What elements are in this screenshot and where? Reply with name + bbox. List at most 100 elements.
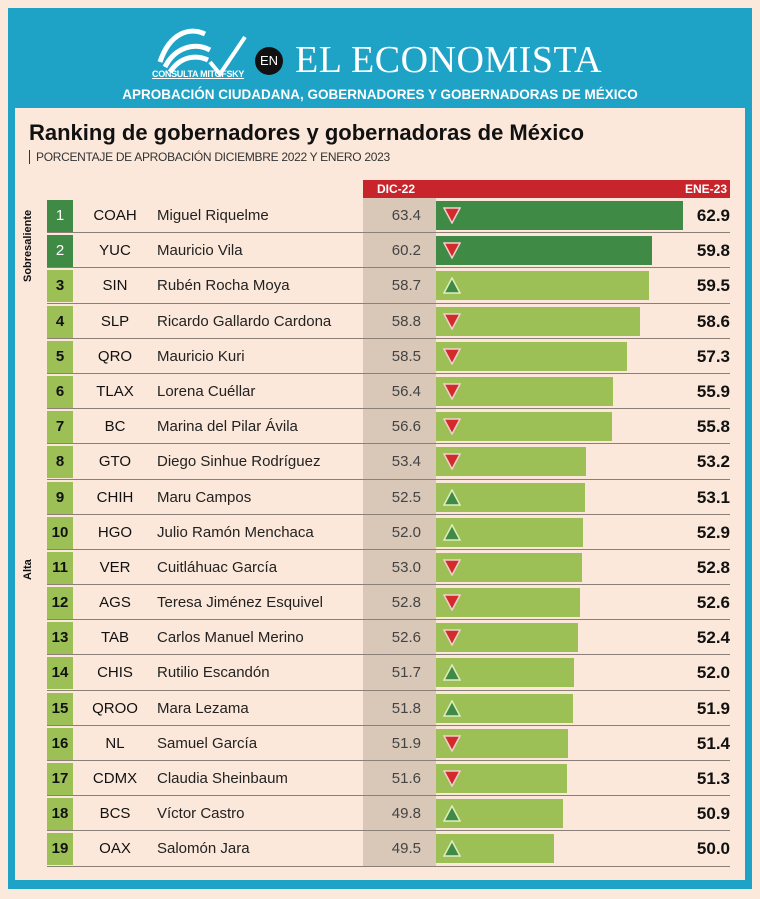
ene-bar bbox=[436, 799, 563, 829]
trend-down-icon bbox=[443, 242, 461, 260]
ene-value: 53.1 bbox=[696, 487, 730, 507]
governor-name: Carlos Manuel Merino bbox=[157, 629, 304, 647]
table-row: 5 QRO Mauricio Kuri 58.5 57.3 bbox=[47, 339, 730, 374]
banner-subtitle: APROBACIÓN CIUDADANA, GOBERNADORES Y GOB… bbox=[122, 87, 638, 102]
ene-value: 52.4 bbox=[696, 628, 730, 648]
table-row: 16 NL Samuel García 51.9 51.4 bbox=[47, 726, 730, 761]
ene-bar bbox=[436, 412, 612, 442]
table-row: 11 VER Cuitláhuac García 53.0 52.8 bbox=[47, 550, 730, 586]
rank: 4 bbox=[47, 305, 73, 338]
ene-value: 52.8 bbox=[696, 557, 730, 577]
state: SLP bbox=[100, 312, 130, 330]
rank: 14 bbox=[47, 657, 73, 690]
rank: 15 bbox=[47, 692, 73, 725]
ene-value: 51.3 bbox=[696, 769, 730, 788]
ene-bar bbox=[436, 447, 586, 477]
rank: 9 bbox=[47, 481, 73, 514]
trend-up-icon bbox=[443, 523, 461, 541]
rank: 13 bbox=[47, 622, 73, 655]
chart-subtitle: PORCENTAJE DE APROBACIÓN DICIEMBRE 2022 … bbox=[29, 150, 390, 164]
dic-value: 53.4 bbox=[391, 453, 421, 471]
trend-down-icon bbox=[443, 594, 461, 612]
ene-value: 59.8 bbox=[696, 241, 730, 261]
state: BCS bbox=[99, 805, 131, 823]
table-row: 15 QROO Mara Lezama 51.8 51.9 bbox=[47, 691, 730, 726]
ene-value: 52.6 bbox=[696, 593, 730, 613]
ene-bar bbox=[436, 588, 580, 618]
governor-name: Maru Campos bbox=[157, 488, 252, 506]
rank: 1 bbox=[47, 200, 73, 232]
table-row: 17 CDMX Claudia Sheinbaum 51.6 51.3 bbox=[47, 761, 730, 797]
table-row: 8 GTO Diego Sinhue Rodríguez 53.4 53.2 bbox=[47, 444, 730, 480]
governor-name: Víctor Castro bbox=[157, 805, 245, 823]
ene-value: 51.9 bbox=[696, 698, 730, 718]
ene-value: 55.9 bbox=[696, 381, 730, 401]
trend-down-icon bbox=[443, 453, 461, 471]
ene-value: 51.4 bbox=[696, 733, 730, 753]
trend-up-icon bbox=[443, 805, 461, 822]
ene-value: 55.8 bbox=[696, 417, 730, 437]
dic-value: 63.4 bbox=[391, 207, 421, 224]
dic-value: 52.6 bbox=[391, 629, 421, 647]
ene-bar bbox=[436, 517, 583, 547]
rank: 12 bbox=[47, 587, 73, 620]
ene-value: 50.9 bbox=[696, 804, 730, 824]
governor-name: Ricardo Gallardo Cardona bbox=[157, 312, 332, 330]
state: HGO bbox=[97, 523, 133, 541]
governor-name: Mara Lezama bbox=[157, 699, 249, 717]
dic-value: 49.8 bbox=[391, 805, 421, 823]
rank: 3 bbox=[47, 270, 73, 303]
state: CHIH bbox=[96, 488, 134, 506]
brand-title: EL ECONOMISTA bbox=[295, 39, 603, 81]
dic-value: 56.4 bbox=[391, 382, 421, 400]
rank: 18 bbox=[47, 798, 73, 831]
governor-name: Mauricio Kuri bbox=[157, 347, 245, 365]
group-label-sobresaliente: Sobresaliente bbox=[22, 209, 34, 282]
trend-down-icon bbox=[443, 348, 461, 365]
header-ene: ENE-23 bbox=[684, 182, 727, 196]
group-label-alta: Alta bbox=[22, 559, 34, 580]
table-row: 13 TAB Carlos Manuel Merino 52.6 52.4 bbox=[47, 620, 730, 656]
governor-name: Rutilio Escandón bbox=[157, 664, 270, 682]
rank: 6 bbox=[47, 375, 73, 408]
dic-value: 52.5 bbox=[391, 488, 421, 506]
ranking-table: 1 COAH Miguel Riquelme 63.4 62.9 2 YUC Ma… bbox=[47, 198, 730, 867]
rank: 10 bbox=[47, 516, 73, 549]
table-row: 12 AGS Teresa Jiménez Esquivel 52.8 52.6 bbox=[47, 585, 730, 621]
column-header: DIC-22 ENE-23 bbox=[363, 180, 730, 198]
ene-bar bbox=[436, 658, 574, 688]
table-row: 3 SIN Rubén Rocha Moya 58.7 59.5 bbox=[47, 268, 730, 304]
trend-down-icon bbox=[443, 629, 461, 647]
trend-down-icon bbox=[443, 735, 461, 752]
trend-down-icon bbox=[443, 559, 461, 576]
dic-value: 58.7 bbox=[391, 277, 421, 295]
table-row: 1 COAH Miguel Riquelme 63.4 62.9 bbox=[47, 198, 730, 234]
ene-value: 52.9 bbox=[696, 522, 730, 542]
table-row: 4 SLP Ricardo Gallardo Cardona 58.8 58.6 bbox=[47, 304, 730, 339]
dic-value: 58.5 bbox=[391, 347, 421, 365]
chart-title: Ranking de gobernadores y gobernadoras d… bbox=[29, 120, 585, 145]
dic-value: 51.6 bbox=[391, 770, 421, 787]
ene-bar bbox=[436, 376, 613, 406]
table-row: 7 BC Marina del Pilar Ávila 56.6 55.8 bbox=[47, 409, 730, 445]
ene-value: 57.3 bbox=[696, 346, 730, 366]
state: QRO bbox=[97, 347, 133, 365]
table-row: 19 OAX Salomón Jara 49.5 50.0 bbox=[47, 831, 730, 867]
dic-value: 51.7 bbox=[391, 664, 421, 682]
state: NL bbox=[105, 734, 125, 752]
trend-down-icon bbox=[443, 418, 461, 436]
governor-name: Samuel García bbox=[157, 734, 258, 752]
state: YUC bbox=[99, 242, 131, 260]
state: OAX bbox=[99, 840, 131, 858]
rank: 5 bbox=[47, 340, 73, 373]
state: TAB bbox=[100, 629, 130, 647]
dic-value: 58.8 bbox=[391, 312, 421, 330]
ene-bar bbox=[436, 341, 627, 371]
ene-bar bbox=[436, 728, 568, 758]
trend-up-icon bbox=[443, 840, 461, 858]
governor-name: Salomón Jara bbox=[157, 840, 250, 858]
rank: 19 bbox=[47, 833, 73, 866]
rank: 11 bbox=[47, 551, 73, 584]
governor-name: Rubén Rocha Moya bbox=[157, 277, 290, 295]
rank: 16 bbox=[47, 727, 73, 760]
